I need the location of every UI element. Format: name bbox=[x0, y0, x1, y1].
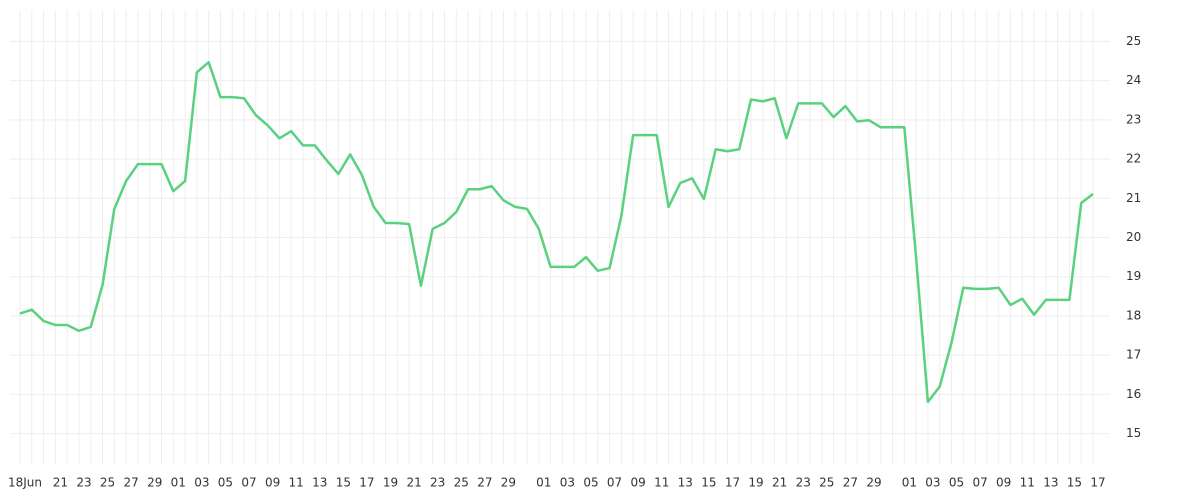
y-tick-label: 24 bbox=[1126, 73, 1141, 87]
x-tick-label: 03 bbox=[560, 476, 575, 490]
x-tick-label: 29 bbox=[501, 476, 516, 490]
x-tick-label: 18Jun bbox=[8, 476, 42, 490]
x-tick-label: 15 bbox=[1067, 476, 1082, 490]
x-tick-label: 15 bbox=[701, 476, 716, 490]
x-tick-label: 07 bbox=[972, 476, 987, 490]
y-tick-label: 22 bbox=[1126, 152, 1141, 166]
x-tick-label: 29 bbox=[866, 476, 881, 490]
x-tick-label: 07 bbox=[241, 476, 256, 490]
x-tick-label: 05 bbox=[949, 476, 964, 490]
x-tick-label: 27 bbox=[843, 476, 858, 490]
y-tick-label: 21 bbox=[1126, 191, 1141, 205]
y-tick-label: 25 bbox=[1126, 34, 1141, 48]
x-tick-label: 13 bbox=[678, 476, 693, 490]
x-tick-label: 15 bbox=[336, 476, 351, 490]
x-tick-label: 23 bbox=[76, 476, 91, 490]
x-tick-label: 09 bbox=[631, 476, 646, 490]
x-tick-label: 19 bbox=[748, 476, 763, 490]
x-tick-label: 11 bbox=[1020, 476, 1035, 490]
x-tick-label: 27 bbox=[123, 476, 138, 490]
x-tick-label: 25 bbox=[100, 476, 115, 490]
x-tick-label: 17 bbox=[1090, 476, 1105, 490]
y-tick-label: 23 bbox=[1126, 112, 1141, 126]
y-tick-label: 19 bbox=[1126, 269, 1141, 283]
x-tick-label: 05 bbox=[218, 476, 233, 490]
y-tick-label: 15 bbox=[1126, 426, 1141, 440]
x-tick-label: 21 bbox=[53, 476, 68, 490]
y-tick-label: 20 bbox=[1126, 230, 1141, 244]
x-tick-label: 09 bbox=[996, 476, 1011, 490]
x-tick-label: 03 bbox=[925, 476, 940, 490]
x-tick-label: 25 bbox=[819, 476, 834, 490]
x-tick-label: 03 bbox=[194, 476, 209, 490]
x-tick-label: 13 bbox=[312, 476, 327, 490]
x-tick-label: 21 bbox=[772, 476, 787, 490]
x-tick-label: 23 bbox=[430, 476, 445, 490]
price-line bbox=[19, 60, 1094, 404]
y-tick-label: 17 bbox=[1126, 348, 1141, 362]
x-tick-label: 17 bbox=[725, 476, 740, 490]
x-tick-label: 05 bbox=[583, 476, 598, 490]
x-tick-label: 23 bbox=[796, 476, 811, 490]
x-tick-label: 19 bbox=[383, 476, 398, 490]
x-tick-label: 09 bbox=[265, 476, 280, 490]
x-tick-label: 11 bbox=[289, 476, 304, 490]
x-tick-label: 21 bbox=[406, 476, 421, 490]
x-tick-label: 11 bbox=[654, 476, 669, 490]
x-tick-label: 13 bbox=[1043, 476, 1058, 490]
x-tick-label: 29 bbox=[147, 476, 162, 490]
x-tick-label: 25 bbox=[454, 476, 469, 490]
y-tick-label: 16 bbox=[1126, 387, 1141, 401]
x-tick-label: 17 bbox=[359, 476, 374, 490]
x-tick-label: 27 bbox=[477, 476, 492, 490]
y-tick-label: 18 bbox=[1126, 308, 1141, 322]
x-tick-label: 01 bbox=[171, 476, 186, 490]
x-tick-label: 01 bbox=[536, 476, 551, 490]
x-tick-label: 07 bbox=[607, 476, 622, 490]
x-tick-label: 01 bbox=[902, 476, 917, 490]
